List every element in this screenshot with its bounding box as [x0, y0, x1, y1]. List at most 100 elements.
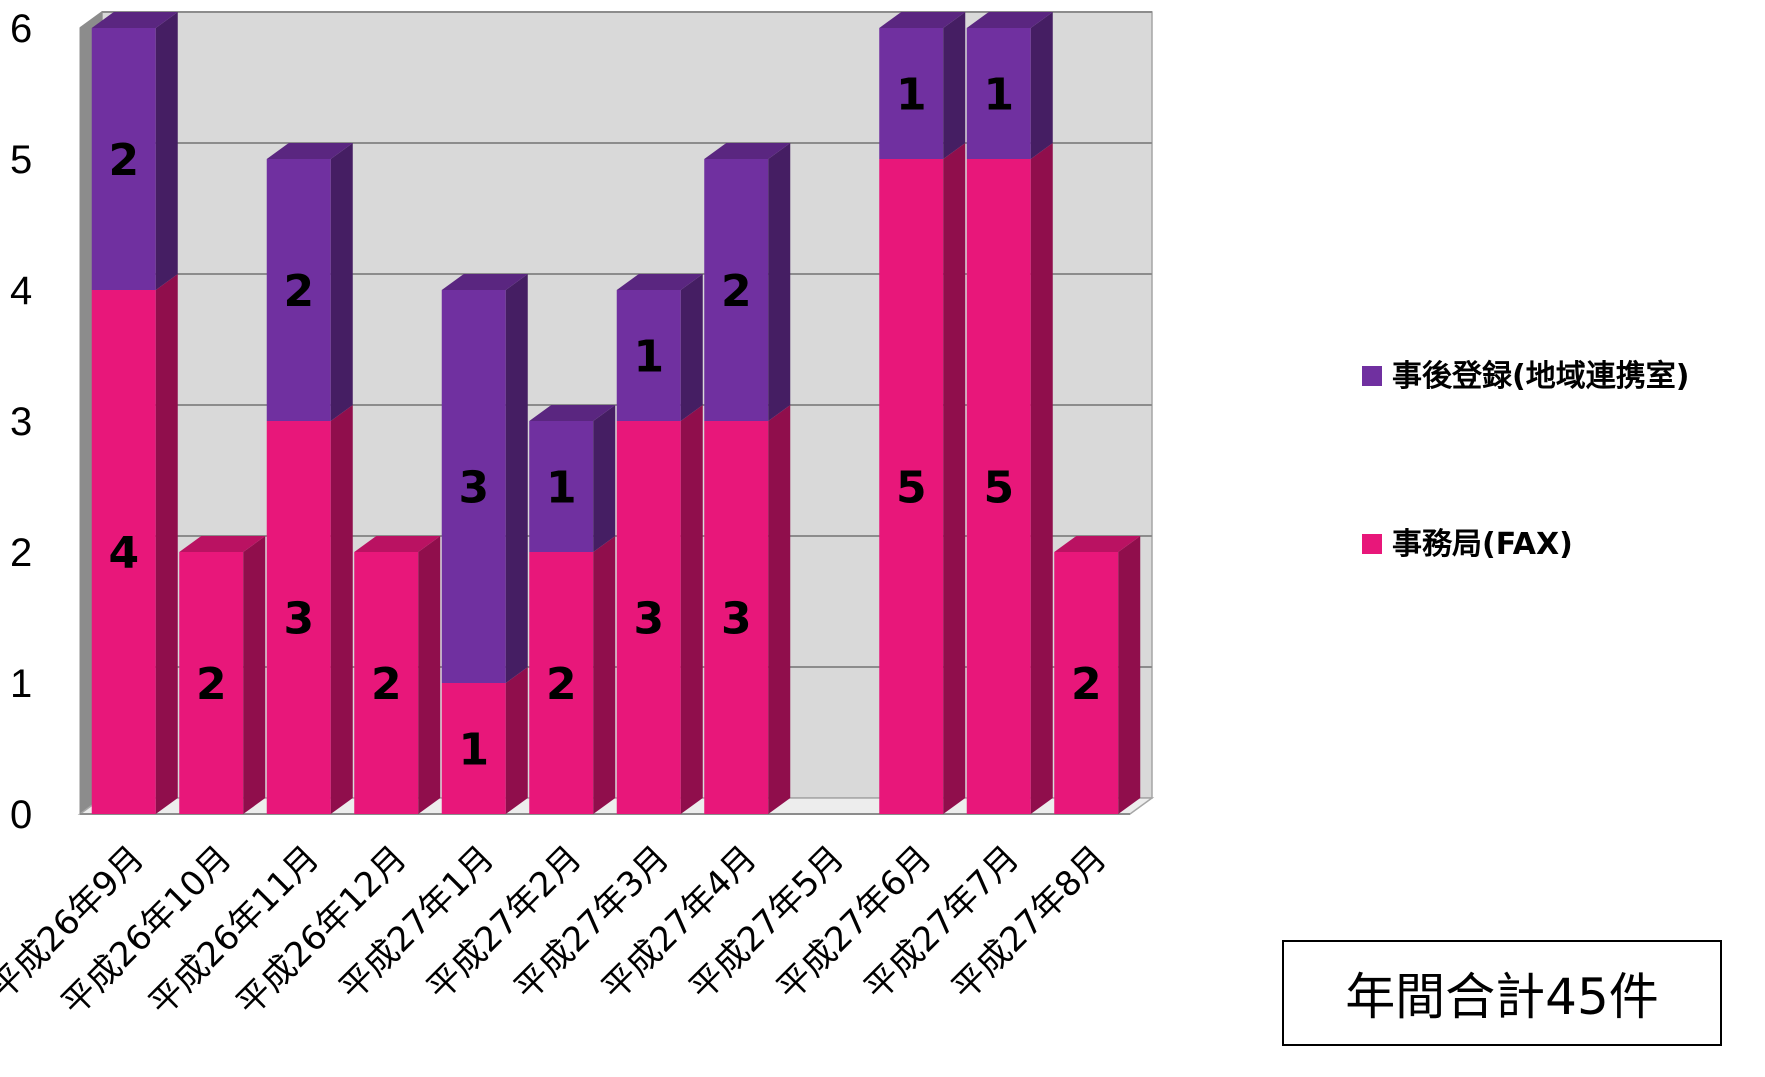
bar-fax: 3 [704, 405, 791, 814]
bar-post-registration: 1 [529, 405, 616, 552]
bar-post-registration-side [1030, 12, 1053, 159]
bar-post-registration-top [91, 12, 178, 28]
legend-label: 事務局(FAX) [1392, 527, 1573, 562]
bar-post-registration-top [529, 405, 616, 421]
bar-fax: 1 [441, 667, 528, 814]
bar-fax-front [354, 552, 419, 814]
data-label: 1 [633, 332, 664, 383]
x-axis-ticks: 平成26年9月平成26年10月平成26年11月平成26年12月平成27年1月平成… [0, 838, 1115, 1024]
bar-post-registration-side [943, 12, 966, 159]
bar-post-registration: 1 [879, 12, 966, 159]
bar-fax-front [91, 290, 156, 814]
bar-post-registration-side [593, 405, 616, 552]
bar-post-registration-side [330, 143, 353, 421]
data-label: 1 [458, 725, 489, 776]
bars: 4 2 2 3 2 2 1 3 2 1 3 1 3 2 5 1 5 1 2 [91, 12, 1141, 814]
bar-post-registration-front [266, 159, 331, 421]
bar-fax: 5 [879, 143, 966, 814]
data-label: 5 [896, 463, 927, 514]
bar-post-registration-front [616, 290, 681, 421]
bar-post-registration: 2 [91, 12, 178, 290]
bar-fax: 3 [616, 405, 703, 814]
bar-post-registration-top [704, 143, 791, 159]
bar-fax: 2 [1054, 536, 1141, 814]
bar-fax-front [966, 159, 1031, 814]
bar-post-registration-top [616, 274, 703, 290]
bar-fax-side [593, 536, 616, 814]
bar-fax-front [441, 683, 506, 814]
data-label: 1 [896, 70, 927, 121]
bar-fax-top [1054, 536, 1141, 552]
bar-post-registration: 3 [441, 274, 528, 683]
bar-post-registration: 1 [616, 274, 703, 421]
bar-fax: 2 [179, 536, 266, 814]
legend-label: 事後登録(地域連携室) [1392, 359, 1689, 394]
data-label: 4 [108, 528, 139, 579]
bar-fax-top [179, 536, 266, 552]
bar-post-registration: 1 [966, 12, 1053, 159]
bar-fax-side [155, 274, 178, 814]
data-label: 3 [458, 463, 489, 514]
bar-fax-side [243, 536, 266, 814]
bar-post-registration-front [879, 28, 944, 159]
legend-swatch [1362, 366, 1382, 386]
bar-fax-side [943, 143, 966, 814]
bar-post-registration-top [879, 12, 966, 28]
data-label: 3 [633, 594, 664, 645]
bar-fax-side [1030, 143, 1053, 814]
bar-fax-side [418, 536, 441, 814]
data-label: 2 [721, 266, 752, 317]
bar-fax-front [704, 421, 769, 814]
bar-post-registration-front [529, 421, 594, 552]
data-label: 2 [196, 659, 227, 710]
data-label: 5 [983, 463, 1014, 514]
bar-post-registration-top [441, 274, 528, 290]
bar-fax: 4 [91, 274, 178, 814]
y-tick-label: 6 [10, 7, 32, 51]
y-axis-ticks: 0 1 2 3 4 5 6 [10, 7, 32, 837]
data-label: 1 [983, 70, 1014, 121]
data-label: 2 [371, 659, 402, 710]
data-label: 2 [108, 135, 139, 186]
annual-total-box: 年間合計45件 [1282, 940, 1722, 1046]
bar-fax: 3 [266, 405, 353, 814]
gridline-side [79, 11, 103, 29]
y-tick-label: 0 [10, 793, 32, 837]
bar-fax-side [505, 667, 528, 814]
bar-fax: 5 [966, 143, 1053, 814]
legend: 事後登録(地域連携室) 事務局(FAX) [1362, 359, 1689, 562]
y-tick-label: 5 [10, 138, 32, 182]
bar-post-registration-side [155, 12, 178, 290]
bar-fax-front [1054, 552, 1119, 814]
y-tick-label: 4 [10, 269, 32, 313]
bar-post-registration-side [505, 274, 528, 683]
bar-fax-front [179, 552, 244, 814]
bar-post-registration-side [768, 143, 791, 421]
bar-fax-front [529, 552, 594, 814]
bar-post-registration: 2 [704, 143, 791, 421]
bar-post-registration-front [441, 290, 506, 683]
y-tick-label: 1 [10, 662, 32, 706]
data-label: 1 [546, 463, 577, 514]
bar-fax-side [1118, 536, 1141, 814]
bar-fax-top [354, 536, 441, 552]
data-label: 2 [1071, 659, 1102, 710]
data-label: 2 [283, 266, 314, 317]
bar-post-registration-front [704, 159, 769, 421]
data-label: 3 [721, 594, 752, 645]
bar-fax: 2 [354, 536, 441, 814]
bar-post-registration-side [680, 274, 703, 421]
bar-post-registration-front [966, 28, 1031, 159]
bar-fax-front [266, 421, 331, 814]
bar-fax-side [330, 405, 353, 814]
bar-fax: 2 [529, 536, 616, 814]
bar-fax-front [616, 421, 681, 814]
y-tick-label: 2 [10, 531, 32, 575]
bar-post-registration-top [266, 143, 353, 159]
bar-fax-side [768, 405, 791, 814]
y-tick-label: 3 [10, 400, 32, 444]
bar-post-registration: 2 [266, 143, 353, 421]
legend-swatch [1362, 534, 1382, 554]
data-label: 2 [546, 659, 577, 710]
